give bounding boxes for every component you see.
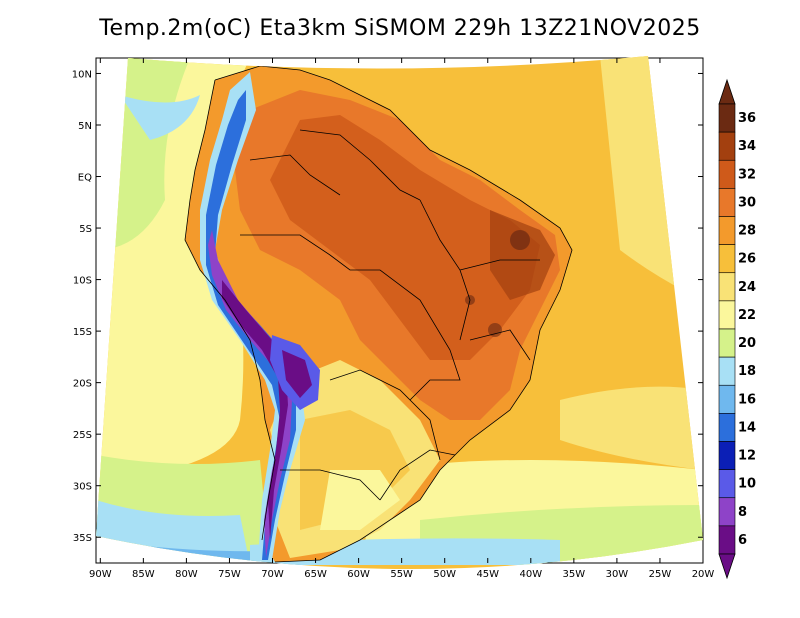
lon-label: 40W — [519, 569, 542, 580]
lat-label: 35S — [73, 533, 92, 544]
lon-label: 20W — [692, 569, 715, 580]
lat-label: 25S — [73, 430, 92, 441]
lat-label: 5N — [78, 121, 92, 132]
colorbar-label: 34 — [738, 139, 756, 154]
lat-label: 20S — [73, 379, 92, 390]
lon-label: 50W — [433, 569, 456, 580]
lon-label: 65W — [304, 569, 327, 580]
colorbar-label: 30 — [738, 195, 756, 210]
colorbar-top-arrow — [718, 78, 736, 105]
lat-label: 10N — [72, 69, 92, 80]
colorbar-swatch — [718, 244, 736, 274]
colorbar-swatch — [718, 216, 736, 245]
lat-label: 5S — [79, 224, 92, 235]
colorbar-swatch — [718, 272, 736, 302]
colorbar-label: 14 — [738, 420, 756, 435]
lon-label: 35W — [563, 569, 586, 580]
lat-label: 30S — [73, 482, 92, 493]
longitude-axis: 90W 85W 80W 75W 70W 65W 60W 55W 50W 45W 40W 35W 30W 2… — [89, 58, 714, 580]
colorbar-swatch — [718, 356, 736, 386]
map-title: Temp.2m(oC) Eta3km SiSMOM 229h 13Z21NOV2… — [99, 16, 701, 41]
colorbar-swatch — [718, 159, 736, 189]
colorbar-swatch — [718, 413, 736, 442]
lat-label: EQ — [78, 173, 92, 184]
colorbar-label: 20 — [738, 336, 756, 351]
colorbar-swatch — [718, 497, 736, 527]
colorbar-label: 6 — [738, 533, 747, 548]
lon-label: 45W — [476, 569, 499, 580]
lon-label: 30W — [606, 569, 629, 580]
colorbar-label: 18 — [738, 364, 756, 379]
lon-label: 55W — [390, 569, 413, 580]
colorbar-label: 22 — [738, 308, 756, 323]
colorbar-swatch — [718, 103, 736, 133]
colorbar-swatch — [718, 300, 736, 330]
colorbar-label: 16 — [738, 392, 756, 407]
lon-label: 80W — [175, 569, 198, 580]
lat-label: 15S — [73, 327, 92, 338]
lon-label: 85W — [132, 569, 155, 580]
colorbar-label: 10 — [738, 477, 756, 492]
colorbar-label: 24 — [738, 280, 756, 295]
colorbar-swatch — [718, 384, 736, 414]
lat-label: 10S — [73, 276, 92, 287]
colorbar-swatch — [718, 188, 736, 217]
colorbar-swatch — [718, 441, 736, 470]
lon-label: 90W — [89, 569, 112, 580]
colorbar: 36 34 32 30 28 26 24 22 20 18 16 14 12 10 8 6 — [718, 78, 756, 580]
colorbar-label: 8 — [738, 505, 747, 520]
colorbar-label: 26 — [738, 252, 756, 267]
colorbar-bottom-arrow — [718, 553, 736, 580]
country-borders — [184, 65, 573, 563]
lon-label: 70W — [261, 569, 284, 580]
latitude-axis: 10N 5N EQ 5S 10S 15S 20S 25S 30S 35S — [72, 69, 703, 544]
lon-label: 75W — [218, 569, 241, 580]
colorbar-swatch — [718, 131, 736, 161]
lon-label: 25W — [649, 569, 672, 580]
south-america-land — [185, 66, 572, 562]
colorbar-swatch — [718, 469, 736, 499]
colorbar-label: 32 — [738, 167, 756, 182]
colorbar-label: 12 — [738, 449, 756, 464]
colorbar-swatch — [718, 328, 736, 358]
colorbar-label: 28 — [738, 224, 756, 239]
colorbar-swatch — [718, 525, 736, 555]
lon-label: 60W — [347, 569, 370, 580]
colorbar-label: 36 — [738, 111, 756, 126]
